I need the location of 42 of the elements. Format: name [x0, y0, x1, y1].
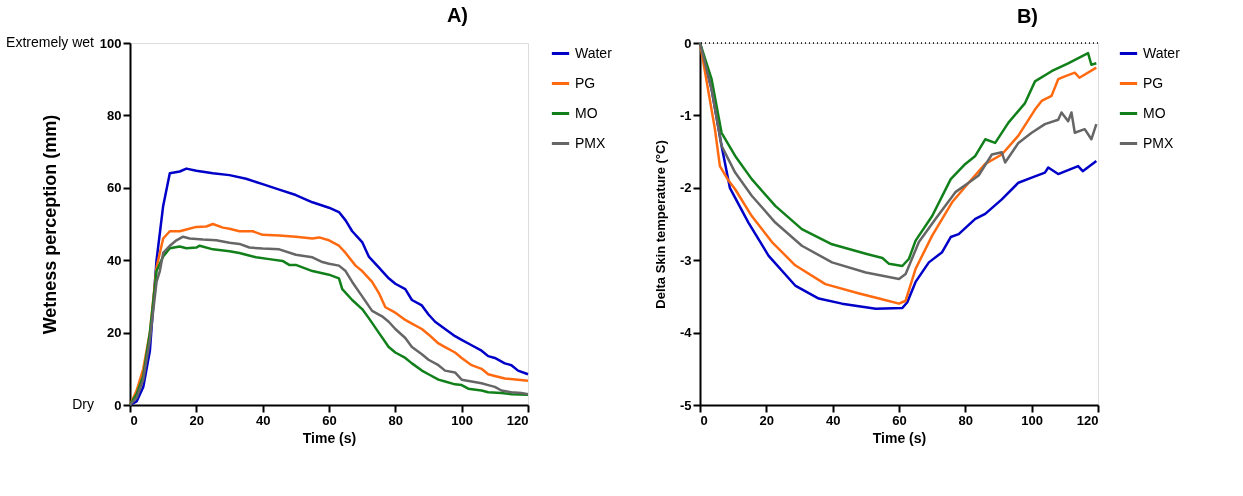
y-tick-label: 20 — [107, 325, 122, 341]
legend-label: Water — [575, 44, 613, 61]
y-tick-label: -5 — [679, 397, 692, 413]
y-axis-title: Wetness perception (mm) — [39, 114, 60, 335]
x-tick-label: 120 — [506, 412, 529, 428]
y-tick-label: 0 — [684, 35, 692, 51]
x-tick-label: 0 — [700, 412, 708, 428]
legend-label: MO — [1143, 104, 1166, 121]
y-tick-label: -2 — [679, 180, 692, 196]
x-tick-label: 100 — [1021, 412, 1044, 428]
x-tick-label: 40 — [255, 412, 271, 428]
y-tick-label: 0 — [114, 397, 122, 413]
y-axis-title: Delta Skin temperature (°C) — [652, 140, 668, 309]
x-tick-label: 100 — [451, 412, 474, 428]
text: Extremely wet — [6, 34, 95, 50]
x-tick-label: 0 — [130, 412, 138, 428]
x-tick-label: 120 — [1076, 412, 1099, 428]
y-tick-label: 40 — [107, 252, 122, 268]
chart-title: A) — [446, 4, 468, 26]
legend-label: MO — [575, 104, 598, 121]
legend-label: PG — [575, 74, 596, 91]
chart-title: B) — [1016, 5, 1038, 27]
x-tick-label: 80 — [958, 412, 974, 428]
x-tick-label: 80 — [388, 412, 404, 428]
legend-label: PMX — [1143, 134, 1174, 151]
x-tick-label: 60 — [892, 412, 907, 428]
x-tick-label: 20 — [189, 412, 205, 428]
legend-label: PG — [1143, 74, 1164, 91]
y-tick-label: 60 — [107, 180, 122, 196]
legend-label: Water — [1143, 44, 1181, 61]
y-tick-label: -3 — [679, 252, 692, 268]
y-tick-label: -4 — [679, 325, 693, 341]
x-tick-label: 20 — [759, 412, 775, 428]
y-tick-label: -1 — [679, 107, 692, 123]
x-axis-title: Time (s) — [302, 429, 357, 446]
x-tick-label: 60 — [322, 412, 337, 428]
y-tick-label: 100 — [99, 35, 122, 51]
x-axis-title: Time (s) — [872, 429, 927, 446]
x-tick-label: 40 — [825, 412, 841, 428]
legend-label: PMX — [575, 134, 606, 151]
text: Dry — [72, 396, 94, 412]
y-tick-label: 80 — [107, 107, 122, 123]
